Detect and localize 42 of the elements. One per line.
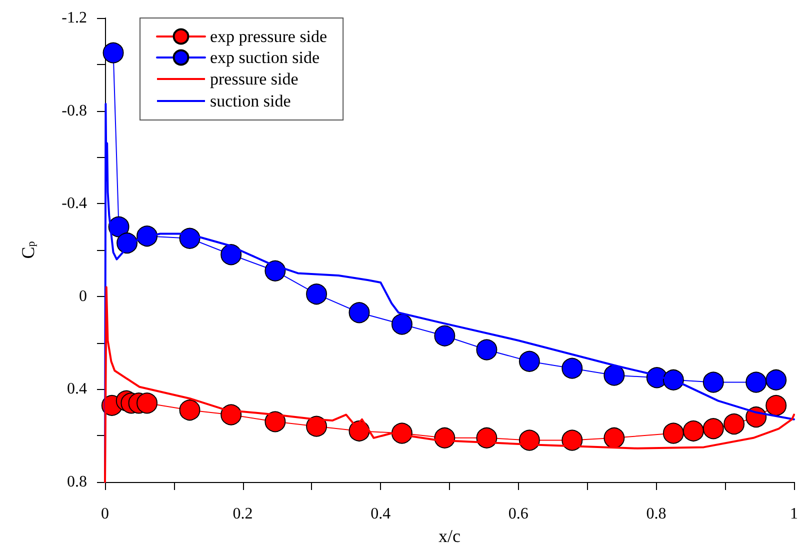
point xyxy=(562,358,583,379)
x-tick-label: 0.6 xyxy=(508,506,528,522)
y-tick-label: 0 xyxy=(79,288,87,305)
legend-label: suction side xyxy=(210,92,291,110)
y-tick-label: 0.8 xyxy=(67,474,87,490)
legend-label: exp suction side xyxy=(210,48,320,67)
x-tick-label: 0.8 xyxy=(646,506,666,522)
point xyxy=(518,350,540,372)
legend-label: exp pressure side xyxy=(210,27,328,46)
point xyxy=(702,418,724,440)
point xyxy=(702,372,724,393)
x-tick-label: 0 xyxy=(101,506,109,522)
point xyxy=(264,411,286,432)
y-tick-label: -0.8 xyxy=(62,102,87,120)
point xyxy=(102,42,124,64)
point xyxy=(604,364,625,386)
point xyxy=(604,427,625,448)
legend-label: pressure side xyxy=(210,70,298,88)
point xyxy=(724,414,745,434)
point xyxy=(306,416,328,437)
point xyxy=(306,284,328,305)
y-axis-title: Cp xyxy=(18,240,38,259)
point xyxy=(391,314,412,335)
x-tick-label: 0.4 xyxy=(370,506,391,522)
point xyxy=(746,372,767,393)
y-tick-label: -0.4 xyxy=(62,195,87,212)
point xyxy=(179,400,200,421)
point xyxy=(220,244,242,266)
x-axis-title: x/c xyxy=(438,526,460,546)
point xyxy=(476,339,498,360)
point xyxy=(662,422,684,444)
point xyxy=(766,394,787,416)
point xyxy=(562,430,583,451)
x-tick-label: 1 xyxy=(790,506,798,522)
point xyxy=(434,325,456,346)
point xyxy=(766,369,787,390)
point xyxy=(136,392,158,414)
y-tick-label: 0.4 xyxy=(67,380,87,398)
x-tick-label: 0.2 xyxy=(232,506,253,522)
point xyxy=(682,420,704,442)
y-tick-label: -1.2 xyxy=(62,10,87,26)
point xyxy=(348,302,370,324)
